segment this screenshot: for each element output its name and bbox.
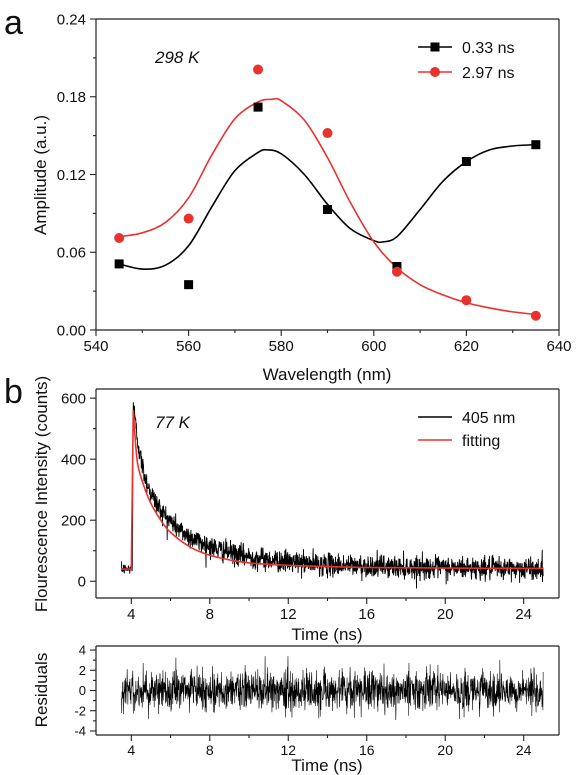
panel-res-x-label: Time (ns) [291,756,362,775]
x-tick-label-640: 640 [546,338,571,355]
panel-b-legend: 405 nm fitting [418,410,515,450]
panel-b-label: b [4,373,23,411]
x-tick-label-8: 8 [206,606,214,623]
point-2.97ns-620 [461,295,472,306]
x-tick-label-12: 12 [280,606,297,623]
x-tick-label-620: 620 [454,338,479,355]
point-0.33ns-545 [114,259,124,269]
y-tick-label-4: 4 [79,643,86,658]
point-0.33ns-590 [323,204,332,214]
x-tick-label-4: 4 [127,742,135,758]
panel-b-annotation: 77 K [155,413,191,432]
legend-405nm-label: 405 nm [462,410,515,427]
point-0.33ns-635 [531,140,541,150]
panel-b-ticks: 4 8 12 16 20 24 0 200 400 600 [61,390,532,623]
x-tick-label-20: 20 [437,742,453,758]
y-tick-label-0.24: 0.24 [57,11,86,28]
panel-a-ticks: 540 560 580 600 620 640 0.00 0.06 0.12 0.18 0.24 [57,11,572,355]
point-2.97ns-605 [391,266,402,277]
series-fitting-curve [121,410,544,570]
point-0.33ns-620 [461,157,471,167]
point-0.33ns-575 [253,102,263,112]
series-0.33ns-fit-curve [118,143,536,270]
x-tick-label-24: 24 [515,606,532,623]
x-tick-label-540: 540 [83,338,108,355]
point-2.97ns-575 [253,64,264,75]
y-tick-label--2: -2 [74,703,86,718]
y-tick-label-0.06: 0.06 [57,245,86,262]
x-tick-label-24: 24 [516,742,532,758]
y-tick-label-0.12: 0.12 [57,167,86,184]
panel-b-y-label: Flourescence Intensity (counts) [32,376,51,612]
panel-a: a 298 K 540 560 580 600 620 640 0.00 0.06 0.12 0.… [4,4,572,384]
y-tick-label-0: 0 [79,683,86,698]
panel-a-annotation: 298 K [154,48,200,67]
panel-res-y-label: Residuals [32,653,51,728]
panel-a-label: a [4,4,23,42]
x-tick-label-8: 8 [206,742,214,758]
legend-0.33ns-label: 0.33 ns [462,40,514,57]
point-0.33ns-560 [184,280,194,290]
y-tick-label-400: 400 [61,451,86,468]
x-tick-label-16: 16 [359,742,375,758]
point-2.97ns-635 [530,310,541,321]
legend-0.33ns-marker [430,42,440,52]
x-tick-label-20: 20 [437,606,454,623]
y-tick-label-0: 0 [78,573,86,590]
x-tick-label-12: 12 [280,742,296,758]
y-tick-label-600: 600 [61,390,86,407]
panel-b: b 77 K 4 8 12 16 20 24 0 200 400 600 Time (ns) Fl… [4,373,560,644]
series-405nm-trace [121,402,544,589]
legend-2.97ns-marker [430,67,440,77]
residuals-trace [121,656,544,721]
point-2.97ns-590 [322,128,333,139]
y-tick-label-0.00: 0.00 [57,322,86,339]
panel-b-x-label: Time (ns) [291,625,362,644]
legend-fitting-label: fitting [462,433,500,450]
legend-2.97ns-label: 2.97 ns [462,65,514,82]
y-tick-label-0.18: 0.18 [57,89,86,106]
x-tick-label-4: 4 [127,606,135,623]
point-2.97ns-560 [183,213,194,224]
x-tick-label-580: 580 [269,338,294,355]
point-2.97ns-545 [114,232,125,243]
x-tick-label-16: 16 [358,606,375,623]
y-tick-label-200: 200 [61,512,86,529]
y-tick-label-2: 2 [79,663,86,678]
point-0.33ns-605 [392,262,402,272]
panel-a-legend: 0.33 ns 2.97 ns [418,40,514,82]
panel-a-points [114,64,541,321]
y-tick-label--4: -4 [74,724,86,739]
x-tick-label-600: 600 [361,338,386,355]
panel-a-y-label: Amplitude (a.u.) [31,115,50,235]
x-tick-label-560: 560 [176,338,201,355]
panel-a-x-label: Wavelength (nm) [263,365,392,384]
